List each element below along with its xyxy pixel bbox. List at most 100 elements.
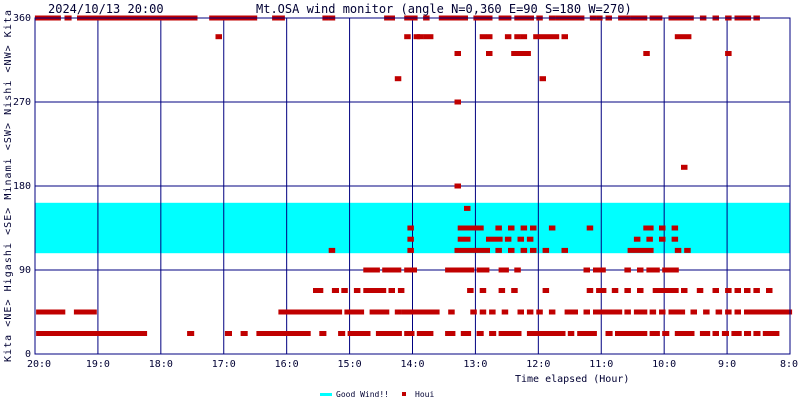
y-tick-label: 360 bbox=[13, 13, 31, 24]
houi-mark bbox=[482, 267, 490, 273]
houi-mark bbox=[520, 247, 528, 253]
houi-mark bbox=[344, 309, 365, 315]
houi-mark bbox=[404, 34, 411, 40]
houi-mark bbox=[375, 331, 383, 336]
houi-mark bbox=[404, 267, 411, 273]
houi-mark bbox=[410, 267, 417, 273]
houi-mark bbox=[36, 309, 66, 315]
houi-mark bbox=[542, 247, 550, 253]
houi-mark bbox=[696, 288, 704, 293]
houi-mark bbox=[457, 225, 484, 231]
houi-mark bbox=[514, 34, 521, 40]
x-tick-label: 11:0 bbox=[589, 359, 613, 370]
houi-mark bbox=[564, 309, 578, 315]
houi-mark bbox=[659, 309, 666, 315]
axis-ticks: 20:0 19:0 18:0 17:0 16:0 15:0 14:0 13:0 12:0 11:0… bbox=[13, 13, 798, 370]
houi-mark bbox=[583, 267, 590, 273]
houi-mark bbox=[605, 331, 613, 336]
houi-mark bbox=[611, 288, 619, 293]
houi-mark bbox=[725, 288, 732, 293]
houi-mark bbox=[646, 236, 653, 242]
houi-mark bbox=[407, 225, 414, 231]
houi-mark bbox=[338, 331, 346, 336]
houi-mark bbox=[731, 331, 742, 336]
houi-mark bbox=[224, 331, 232, 336]
houi-mark bbox=[766, 288, 773, 293]
houi-mark bbox=[526, 331, 566, 336]
houi-mark bbox=[416, 34, 424, 40]
houi-mark bbox=[495, 225, 502, 231]
houi-mark bbox=[649, 309, 657, 315]
houi-mark bbox=[681, 288, 688, 293]
houi-mark bbox=[517, 309, 524, 315]
houi-mark bbox=[633, 236, 641, 242]
houi-mark bbox=[533, 34, 540, 40]
houi-mark bbox=[489, 331, 497, 336]
houi-mark bbox=[520, 34, 528, 40]
houi-mark bbox=[586, 225, 594, 231]
houi-mark bbox=[486, 51, 493, 56]
houi-mark bbox=[347, 331, 371, 336]
chart-title: Mt.OSA wind monitor (angle N=0,360 E=90 … bbox=[256, 2, 632, 16]
houi-mark bbox=[674, 247, 682, 253]
houi-mark bbox=[240, 331, 248, 336]
houi-mark bbox=[646, 267, 660, 273]
timestamp: 2024/10/13 20:00 bbox=[48, 2, 164, 16]
houi-mark bbox=[460, 331, 472, 336]
x-tick-label: 14:0 bbox=[400, 359, 424, 370]
houi-mark bbox=[479, 309, 487, 315]
houi-mark bbox=[690, 309, 697, 315]
houi-mark bbox=[567, 331, 575, 336]
houi-mark bbox=[637, 267, 644, 273]
legend-swatch-good-wind bbox=[320, 393, 332, 396]
houi-mark bbox=[287, 309, 343, 315]
x-tick-label: 12:0 bbox=[526, 359, 550, 370]
houi-mark bbox=[662, 267, 679, 273]
houi-mark bbox=[416, 331, 434, 336]
houi-mark bbox=[659, 236, 666, 242]
houi-mark bbox=[73, 309, 97, 315]
houi-mark bbox=[454, 247, 461, 253]
houi-mark bbox=[511, 288, 518, 293]
houi-mark bbox=[363, 288, 387, 293]
houi-mark bbox=[561, 247, 568, 253]
houi-mark bbox=[388, 288, 395, 293]
houi-mark bbox=[725, 309, 732, 315]
houi-mark bbox=[712, 331, 719, 336]
houi-mark bbox=[495, 247, 502, 253]
y-tick-label: 0 bbox=[25, 349, 31, 360]
houi-mark bbox=[649, 331, 660, 336]
houi-mark bbox=[671, 225, 679, 231]
houi-mark bbox=[432, 309, 440, 315]
houi-mark bbox=[423, 34, 434, 40]
houi-mark bbox=[712, 288, 719, 293]
houi-mark bbox=[627, 247, 635, 253]
houi-mark bbox=[624, 288, 631, 293]
houi-mark bbox=[699, 331, 711, 336]
houi-mark bbox=[530, 247, 537, 253]
houi-mark bbox=[407, 236, 414, 242]
y-axis-label: Kita <NE> Higashi <SE> Minami <SW> Nishi… bbox=[3, 10, 14, 362]
houi-mark bbox=[394, 309, 402, 315]
houi-mark bbox=[498, 331, 522, 336]
houi-mark bbox=[501, 309, 509, 315]
houi-mark bbox=[278, 309, 289, 315]
houi-mark bbox=[643, 51, 650, 56]
houi-mark bbox=[460, 247, 490, 253]
houi-mark bbox=[577, 331, 597, 336]
houi-mark bbox=[514, 267, 521, 273]
houi-mark bbox=[394, 267, 402, 273]
houi-mark bbox=[369, 309, 390, 315]
houi-mark bbox=[721, 331, 729, 336]
houi-mark bbox=[328, 247, 336, 253]
houi-mark bbox=[479, 288, 487, 293]
houi-mark bbox=[542, 288, 550, 293]
legend-label-houi: Houi bbox=[415, 390, 434, 399]
y-tick-label: 270 bbox=[13, 97, 31, 108]
houi-mark bbox=[353, 288, 361, 293]
x-tick-label: 15:0 bbox=[338, 359, 362, 370]
houi-mark bbox=[599, 267, 606, 273]
houi-mark bbox=[734, 288, 741, 293]
houi-mark bbox=[668, 309, 686, 315]
x-tick-label: 9:0 bbox=[718, 359, 736, 370]
